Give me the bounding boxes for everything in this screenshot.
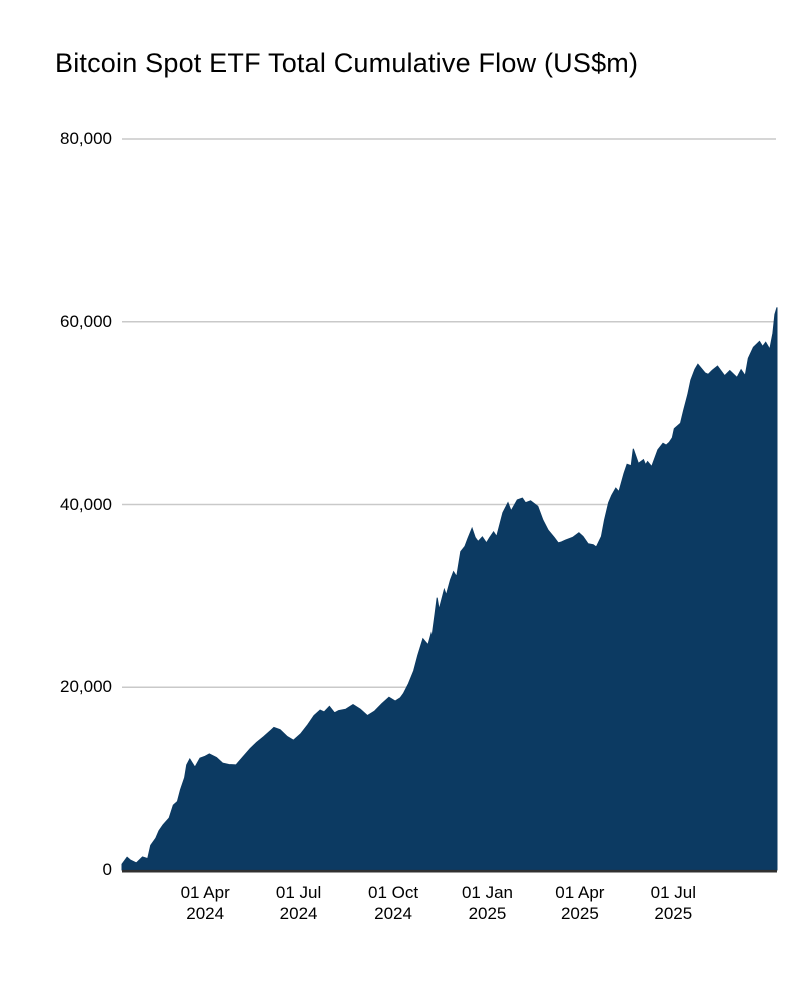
x-axis-label-line2: 2024 [374, 904, 412, 923]
x-axis-label-line1: 01 Jul [275, 883, 322, 902]
y-axis-label: 60,000 [60, 311, 112, 331]
x-axis-label: 01 Apr 2024 [155, 882, 255, 924]
x-axis-label-line1: 01 Apr [180, 883, 230, 902]
x-axis-label: 01 Jul 2025 [623, 882, 723, 924]
x-axis-label-line2: 2024 [186, 904, 225, 923]
area-series [121, 307, 778, 871]
x-axis-label-line1: 01 Jan [461, 883, 513, 902]
x-axis-label: 01 Oct 2024 [343, 882, 443, 924]
y-axis-label: 40,000 [60, 494, 112, 514]
x-axis-label-line1: 01 Apr [555, 883, 605, 902]
x-axis-label-line2: 2025 [654, 904, 693, 923]
x-axis-label-line1: 01 Jul [650, 883, 696, 902]
x-axis-label-line2: 2024 [279, 904, 318, 923]
chart-title: Bitcoin Spot ETF Total Cumulative Flow (… [55, 48, 639, 78]
y-axis-label: 0 [102, 860, 112, 879]
x-axis-label-line2: 2025 [560, 904, 599, 923]
y-axis-label: 80,000 [60, 129, 112, 148]
x-axis-label: 01 Jul 2024 [249, 882, 349, 924]
x-axis-label-line2: 2025 [468, 904, 507, 923]
x-axis-label: 01 Jan 2025 [437, 882, 537, 924]
x-axis-label-line1: 01 Oct [367, 883, 419, 902]
x-axis-label: 01 Apr 2025 [530, 882, 630, 924]
y-axis-label: 20,000 [60, 677, 112, 697]
